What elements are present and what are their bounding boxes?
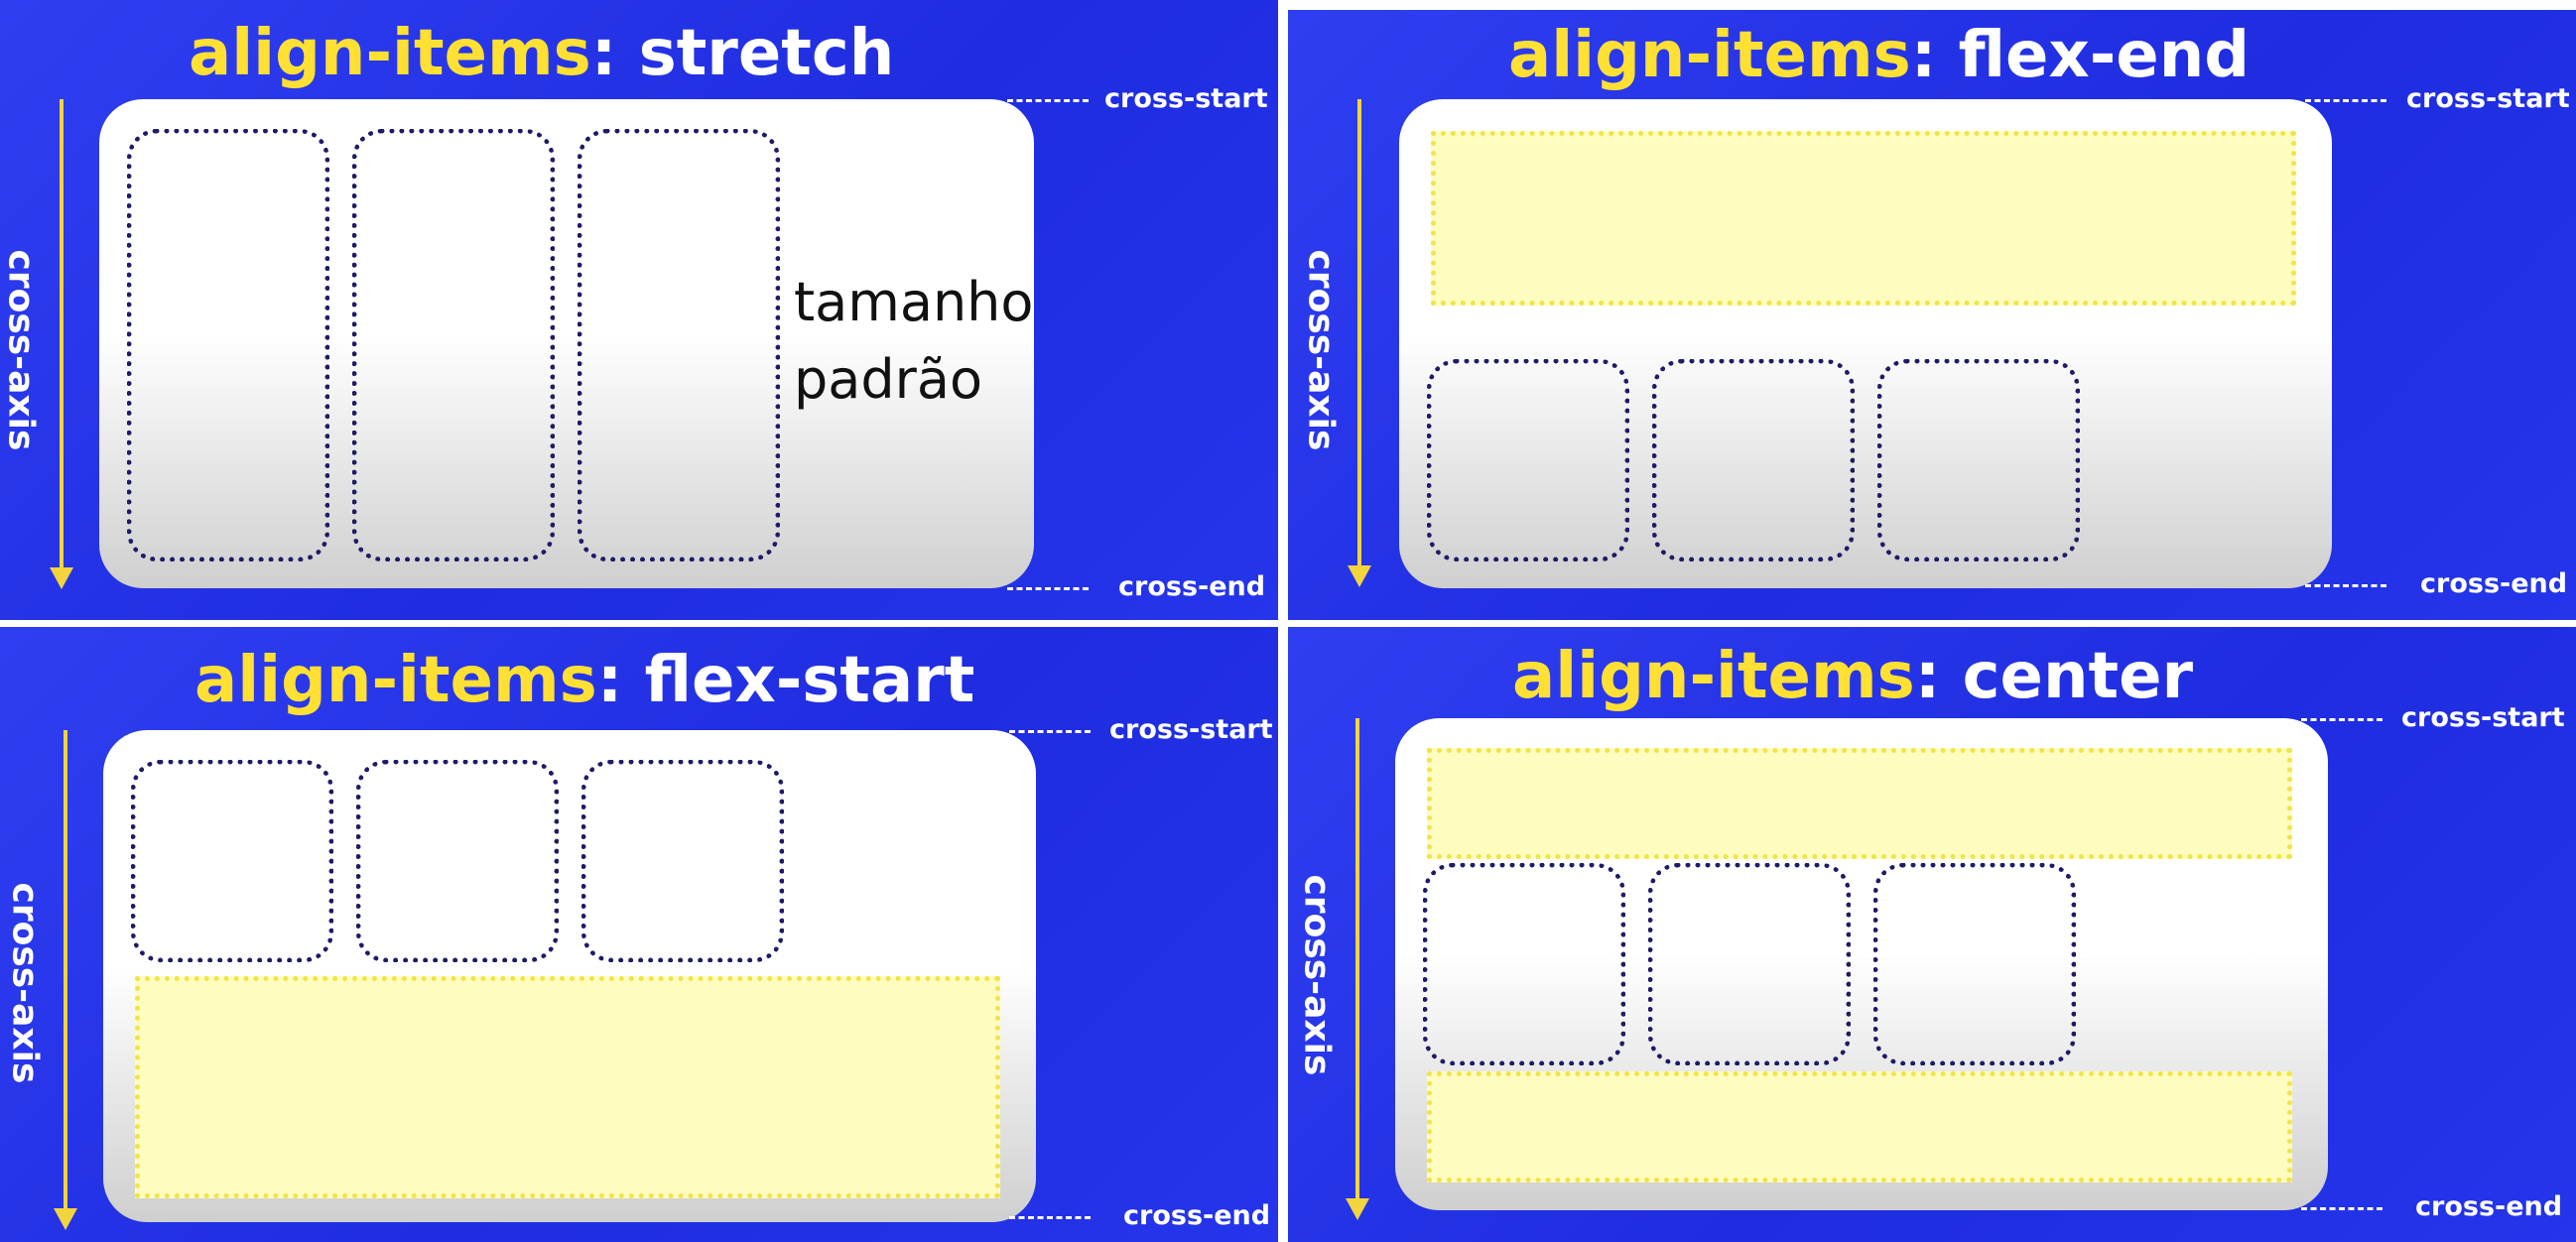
stretched-item-ghost	[135, 976, 1000, 1198]
flex-container: tamanho padrão	[99, 99, 1034, 588]
stretched-item-ghost	[1427, 1071, 2292, 1182]
panel-title: align-items: center	[1512, 645, 2193, 708]
cross-axis-label: cross-axis	[1296, 874, 1338, 1076]
cross-axis-label: cross-axis	[0, 249, 42, 451]
flex-item	[1427, 359, 1629, 561]
cross-axis-line	[1355, 718, 1359, 1204]
title-separator: :	[1914, 640, 1941, 713]
cross-axis-line	[64, 730, 67, 1214]
title-keyword: align-items	[189, 17, 591, 90]
panel-stretch: align-items: stretch cross-axis tamanho …	[0, 0, 1278, 620]
flex-item	[581, 760, 784, 962]
flex-item	[352, 129, 555, 561]
note-line-1: tamanho	[794, 271, 1034, 333]
cross-start-label: cross-start	[1109, 714, 1273, 745]
cross-end-marker	[2305, 584, 2386, 587]
title-value: flex-end	[1958, 19, 2251, 92]
cross-end-label: cross-end	[2415, 1191, 2563, 1222]
cross-axis-line	[60, 99, 64, 573]
arrow-down-icon	[1346, 1198, 1369, 1220]
cross-start-marker	[2305, 99, 2386, 102]
cross-axis-label: cross-axis	[1300, 249, 1342, 451]
panel-center: align-items: center cross-axis cross-sta…	[1288, 627, 2576, 1242]
cross-end-label: cross-end	[2420, 568, 2568, 599]
title-value: center	[1962, 640, 2194, 713]
panel-title: align-items: flex-end	[1508, 24, 2250, 87]
cross-end-marker	[2301, 1207, 2383, 1210]
title-separator: :	[590, 17, 617, 90]
title-separator: :	[1910, 19, 1937, 92]
arrow-down-icon	[54, 1208, 77, 1230]
cross-start-label: cross-start	[2406, 83, 2570, 114]
flex-item	[356, 760, 559, 962]
cross-axis-label: cross-axis	[4, 882, 46, 1084]
cross-end-label: cross-end	[1123, 1200, 1271, 1231]
stretched-item-ghost	[1427, 748, 2292, 859]
flex-item	[578, 129, 780, 561]
flex-item	[1423, 863, 1625, 1065]
panel-title: align-items: stretch	[189, 22, 894, 85]
flex-item	[1648, 863, 1851, 1065]
title-keyword: align-items	[194, 644, 597, 717]
cross-end-marker	[1009, 1216, 1091, 1219]
title-separator: :	[596, 644, 623, 717]
title-value: flex-start	[644, 644, 975, 717]
flex-item	[1877, 359, 2080, 561]
cross-start-marker	[1007, 99, 1089, 102]
panel-title: align-items: flex-start	[194, 649, 974, 712]
cross-axis-line	[1357, 99, 1361, 573]
flex-container	[1395, 718, 2328, 1210]
cross-start-marker	[2301, 718, 2383, 721]
cross-end-label: cross-end	[1118, 571, 1266, 602]
flex-container	[103, 730, 1036, 1222]
arrow-down-icon	[50, 567, 73, 589]
flex-item	[131, 760, 333, 962]
flex-container	[1399, 99, 2332, 588]
panel-flex-end: align-items: flex-end cross-axis cross-s…	[1288, 10, 2576, 620]
title-keyword: align-items	[1508, 19, 1911, 92]
flex-item	[1652, 359, 1855, 561]
cross-start-marker	[1009, 730, 1091, 733]
flex-item	[1873, 863, 2076, 1065]
stretched-item-ghost	[1431, 131, 2296, 306]
note-line-2: padrão	[794, 348, 982, 411]
title-value: stretch	[638, 17, 895, 90]
title-keyword: align-items	[1512, 640, 1915, 713]
cross-start-label: cross-start	[1104, 83, 1268, 114]
cross-start-label: cross-start	[2401, 702, 2565, 733]
cross-end-marker	[1007, 587, 1089, 590]
flex-item	[127, 129, 329, 561]
panel-flex-start: align-items: flex-start cross-axis cross…	[0, 627, 1278, 1242]
arrow-down-icon	[1348, 565, 1371, 587]
